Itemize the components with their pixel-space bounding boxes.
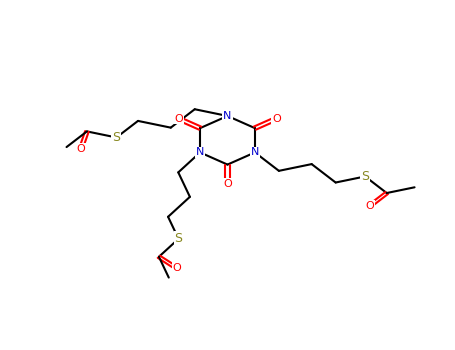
Text: O: O xyxy=(172,264,181,273)
Text: N: N xyxy=(251,147,259,158)
Text: O: O xyxy=(366,201,374,211)
Text: O: O xyxy=(272,114,281,124)
Text: N: N xyxy=(196,147,204,158)
Text: S: S xyxy=(112,131,121,144)
Text: O: O xyxy=(76,144,85,154)
Text: O: O xyxy=(174,114,183,124)
Text: S: S xyxy=(361,170,369,183)
Text: S: S xyxy=(175,232,182,245)
Text: N: N xyxy=(223,111,232,121)
Text: O: O xyxy=(223,179,232,189)
